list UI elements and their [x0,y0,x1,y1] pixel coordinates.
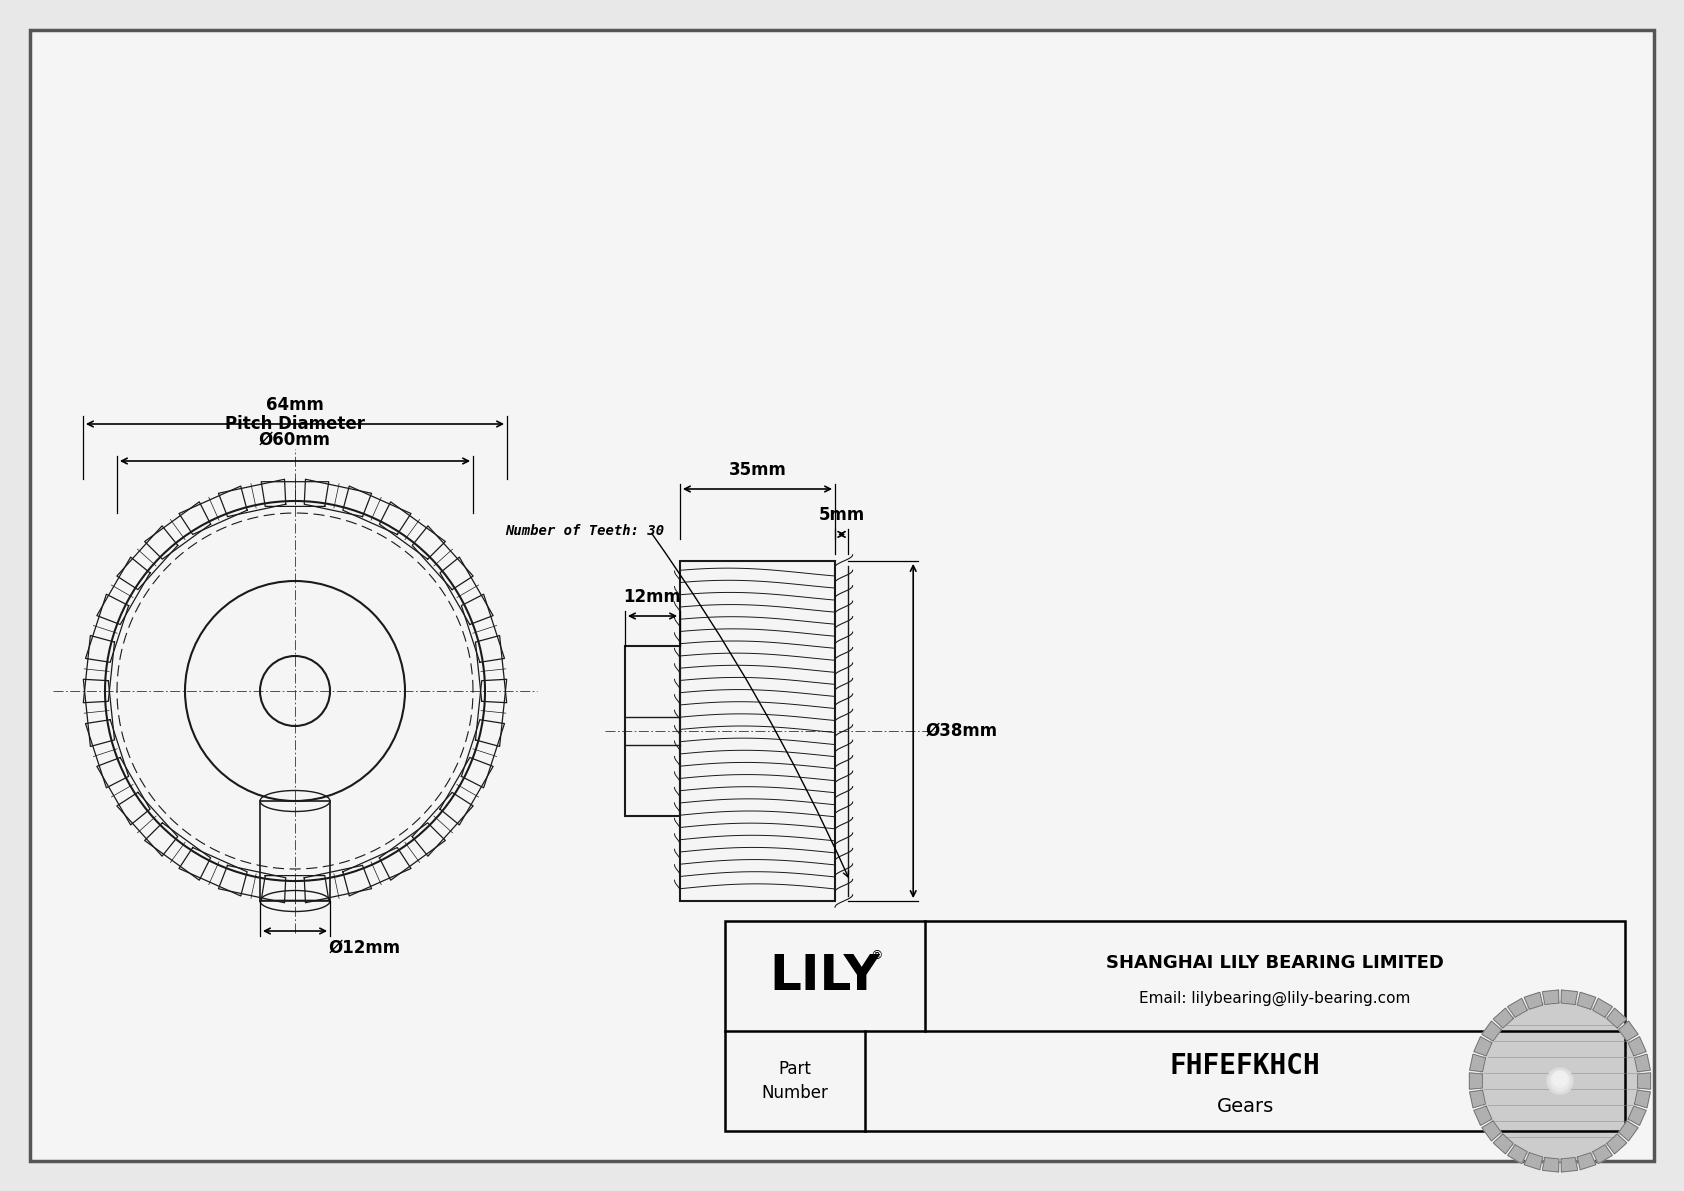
Text: Pitch Diameter: Pitch Diameter [226,414,365,434]
Text: 5mm: 5mm [818,506,864,524]
Text: FHFEFKHCH: FHFEFKHCH [1170,1052,1320,1080]
Text: SHANGHAI LILY BEARING LIMITED: SHANGHAI LILY BEARING LIMITED [1106,954,1443,972]
Polygon shape [1561,990,1578,1004]
Bar [625,646,680,816]
Polygon shape [1561,1158,1578,1172]
Polygon shape [1480,1000,1640,1161]
Polygon shape [1474,1036,1492,1055]
Polygon shape [1482,1121,1500,1141]
Polygon shape [1543,990,1559,1004]
Polygon shape [1482,1021,1500,1041]
Polygon shape [1507,998,1527,1017]
Circle shape [1553,1071,1568,1087]
Polygon shape [1474,1106,1492,1125]
Polygon shape [1543,1158,1559,1172]
Polygon shape [1524,1153,1543,1170]
Polygon shape [1635,1090,1650,1108]
Polygon shape [1618,1121,1639,1141]
Polygon shape [1593,998,1612,1017]
Text: Email: lilybearing@lily-bearing.com: Email: lilybearing@lily-bearing.com [1140,991,1411,1005]
Polygon shape [1607,1008,1627,1028]
Text: 12mm: 12mm [623,588,682,606]
Text: Ø60mm: Ø60mm [259,431,332,449]
Text: 35mm: 35mm [729,461,786,479]
Text: Gears: Gears [1216,1097,1273,1116]
Polygon shape [1628,1036,1647,1055]
Text: 64mm: 64mm [266,395,323,414]
Text: Number of Teeth: 30: Number of Teeth: 30 [505,524,663,538]
Polygon shape [1470,1054,1485,1072]
Text: ®: ® [871,949,882,962]
Polygon shape [1578,1153,1596,1170]
Polygon shape [1470,1073,1482,1090]
Polygon shape [1494,1008,1514,1028]
Polygon shape [1637,1073,1650,1090]
Text: LILY: LILY [770,952,881,1000]
Text: Ø12mm: Ø12mm [328,939,401,958]
Polygon shape [1507,1145,1527,1164]
Circle shape [1549,1071,1569,1091]
Polygon shape [1470,1090,1485,1108]
Circle shape [1548,1068,1573,1095]
Polygon shape [1578,992,1596,1009]
Bar [726,921,1625,1131]
Polygon shape [1494,1134,1514,1154]
Polygon shape [1593,1145,1612,1164]
Bar [259,802,330,902]
Polygon shape [1635,1054,1650,1072]
Text: Ø38mm: Ø38mm [925,722,997,740]
Text: Part
Number: Part Number [761,1060,829,1103]
Polygon shape [1618,1021,1639,1041]
Polygon shape [1628,1106,1647,1125]
Polygon shape [1524,992,1543,1009]
Bar [680,561,835,902]
Polygon shape [1607,1134,1627,1154]
